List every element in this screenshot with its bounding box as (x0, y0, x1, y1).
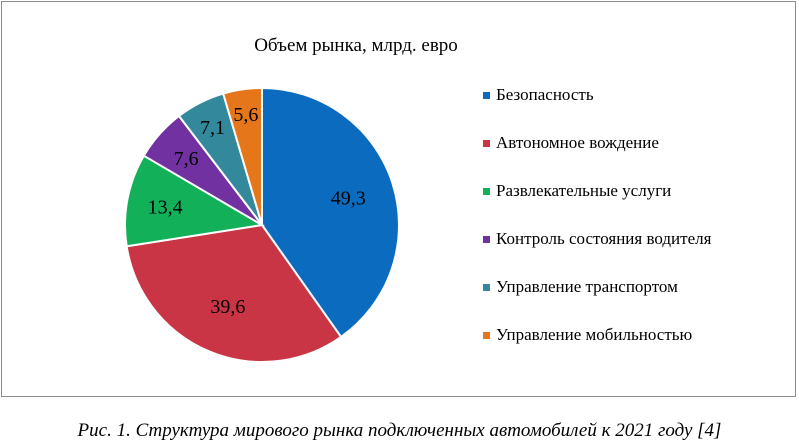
legend-label: Автономное вождение (496, 133, 659, 152)
legend-swatch (483, 139, 490, 147)
legend-item-6: Управление мобильностью (483, 323, 692, 347)
legend-item-5: Управление транспортом (483, 275, 678, 299)
legend-swatch (483, 91, 490, 99)
pie-slice-2 (125, 223, 343, 363)
legend-item-4: Контроль состояния водителя (483, 227, 711, 251)
slice-label-3: 13,4 (148, 197, 183, 219)
legend-swatch (483, 331, 490, 339)
legend-swatch (483, 283, 490, 291)
legend-label: Развлекательные услуги (496, 181, 672, 200)
chart-frame: Объем рынка, млрд. евро 49,3 39,6 13,4 7,6 7… (1, 1, 796, 397)
pie-slice-3 (124, 154, 265, 248)
legend-swatch (483, 235, 490, 243)
slice-label-5: 7,1 (200, 117, 225, 139)
slice-label-1: 49,3 (331, 188, 366, 210)
legend-item-1: Безопасность (483, 83, 594, 107)
legend-item-3: Развлекательные услуги (483, 179, 671, 203)
legend-label: Управление транспортом (496, 277, 678, 296)
slice-label-6: 5,6 (233, 104, 258, 126)
slice-label-4: 7,6 (174, 148, 199, 170)
figure-caption: Рис. 1. Структура мирового рынка подключ… (77, 420, 722, 441)
legend-item-2: Автономное вождение (483, 131, 659, 155)
legend-swatch (483, 187, 490, 195)
legend-label: Управление мобильностью (496, 325, 693, 344)
slice-label-2: 39,6 (210, 296, 245, 318)
pie-slice-6 (221, 86, 263, 226)
legend-label: Безопасность (496, 85, 594, 104)
legend-label: Контроль состояния водителя (496, 229, 712, 248)
pie-chart: Объем рынка, млрд. евро 49,3 39,6 13,4 7,67… (124, 35, 458, 363)
chart-title: Объем рынка, млрд. евро (254, 35, 458, 56)
pie-slice-1 (261, 86, 400, 339)
